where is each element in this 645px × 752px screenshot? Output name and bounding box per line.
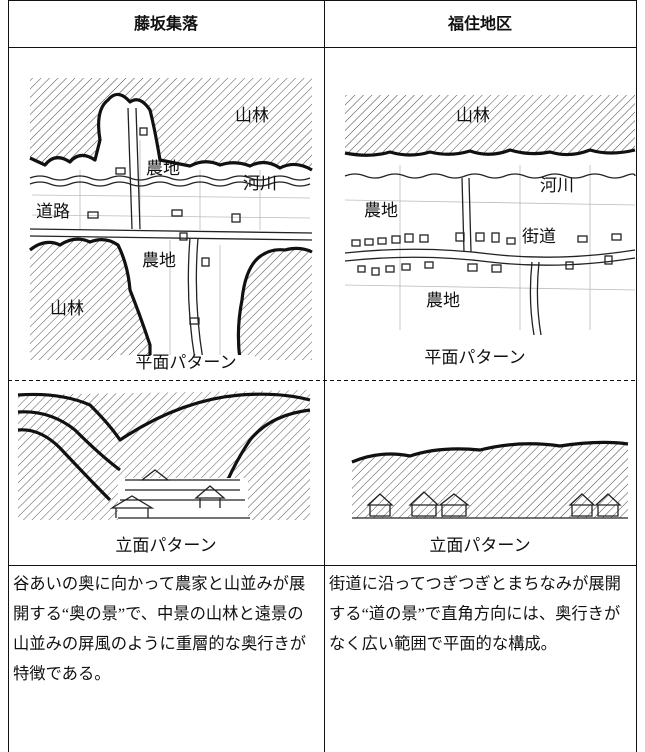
header: 福住地区 xyxy=(447,14,512,33)
elevation-sketch-right: 立面パターン xyxy=(351,440,629,555)
plan-label: 農地 xyxy=(146,159,180,178)
plan-label: 農地 xyxy=(142,251,176,270)
plan-label: 山林 xyxy=(456,106,490,125)
plan-label: 道路 xyxy=(36,202,70,221)
header: 藤坂集落 xyxy=(134,14,199,33)
description: 谷あいの奥に向かって農家と山並みが展開する“奥の景”で、中景の山林と遠景の山並み… xyxy=(13,574,307,683)
plan-label: 山林 xyxy=(50,299,84,318)
plan-label: 農地 xyxy=(364,201,398,220)
elevation-caption: 立面パターン xyxy=(429,536,530,555)
plan-label: 河川 xyxy=(540,176,574,195)
plan-sketch-left: 山林 河川 農地 道路 農地 山林 平面パターン xyxy=(29,78,313,375)
description: 街道に沿ってつぎつぎとまちなみが展開する“道の景”で直角方向には、奥行きがなく広… xyxy=(329,574,621,653)
elevation-caption: 立面パターン xyxy=(115,536,216,555)
elevation-sketch-left: 立面パターン xyxy=(17,390,311,555)
plan-sketch-right: 山林 河川 農地 街道 農地 平面パターン xyxy=(344,95,636,367)
plan-label: 河川 xyxy=(243,174,277,193)
plan-caption: 平面パターン xyxy=(135,353,236,372)
table-lines xyxy=(8,0,637,752)
plan-caption: 平面パターン xyxy=(424,348,525,367)
plan-label: 農地 xyxy=(426,291,460,310)
plan-label: 街道 xyxy=(522,227,556,246)
plan-label: 山林 xyxy=(235,106,269,125)
